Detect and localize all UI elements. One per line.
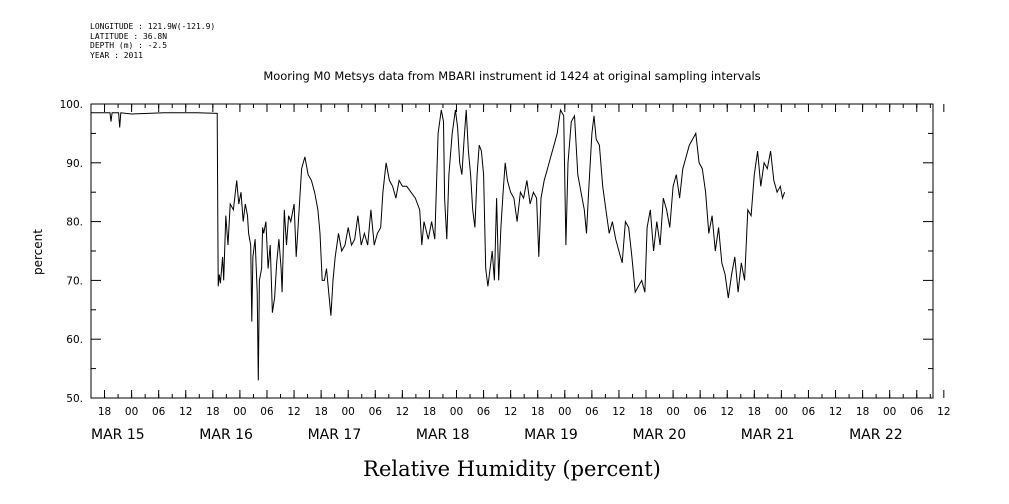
x-date-label: MAR 19	[524, 427, 578, 443]
x-hour-label: 06	[802, 406, 816, 418]
x-date-label: MAR 17	[308, 427, 362, 443]
x-hour-label: 00	[775, 406, 788, 418]
x-hour-label: 12	[504, 406, 517, 418]
x-date-label: MAR 21	[741, 427, 795, 443]
y-tick-label: 50.	[66, 393, 83, 405]
y-axis-label: percent	[31, 229, 45, 275]
y-tick-label: 60.	[66, 334, 83, 346]
x-hour-label: 00	[342, 406, 355, 418]
humidity-series-line	[91, 110, 785, 381]
x-hour-label: 06	[369, 406, 383, 418]
x-hour-label: 12	[612, 406, 625, 418]
x-hour-label: 12	[179, 406, 192, 418]
x-hour-label: 06	[693, 406, 707, 418]
y-tick-label: 100.	[60, 99, 83, 111]
x-date-label: MAR 20	[632, 427, 686, 443]
x-hour-label: 00	[883, 406, 896, 418]
x-date-label: MAR 18	[416, 427, 470, 443]
x-hour-label: 06	[910, 406, 924, 418]
x-hour-label: 06	[585, 406, 599, 418]
y-tick-label: 80.	[66, 217, 83, 229]
x-hour-label: 12	[287, 406, 300, 418]
x-hour-label: 18	[314, 406, 327, 418]
x-hour-label: 00	[558, 406, 571, 418]
x-hour-label: 18	[531, 406, 544, 418]
chart-title: Mooring M0 Metsys data from MBARI instru…	[263, 69, 760, 83]
x-hour-label: 18	[856, 406, 869, 418]
x-date-label: MAR 16	[199, 427, 253, 443]
x-hour-label: 12	[396, 406, 409, 418]
x-hour-label: 18	[423, 406, 436, 418]
y-tick-label: 90.	[66, 158, 83, 170]
chart-ticks: 18 00 06 12 18 00 06 12 18 00 06 12 18 00 06 12 18 00 06 12…	[60, 99, 951, 443]
x-hour-label: 06	[152, 406, 166, 418]
x-hour-label: 00	[125, 406, 138, 418]
x-hour-label: 12	[937, 406, 950, 418]
x-hour-label: 06	[477, 406, 491, 418]
x-hour-label: 00	[666, 406, 679, 418]
x-hour-label: 18	[748, 406, 761, 418]
x-hour-label: 18	[639, 406, 652, 418]
x-hour-label: 00	[450, 406, 463, 418]
x-hour-label: 18	[98, 406, 111, 418]
x-axis-label: Relative Humidity (percent)	[363, 457, 661, 481]
x-date-label: MAR 22	[849, 427, 903, 443]
x-hour-label: 12	[829, 406, 842, 418]
x-hour-label: 18	[206, 406, 219, 418]
y-tick-label: 70.	[66, 275, 83, 287]
x-date-label: MAR 15	[91, 427, 145, 443]
x-hour-label: 12	[721, 406, 734, 418]
x-hour-label: 00	[233, 406, 246, 418]
x-hour-label: 06	[260, 406, 274, 418]
